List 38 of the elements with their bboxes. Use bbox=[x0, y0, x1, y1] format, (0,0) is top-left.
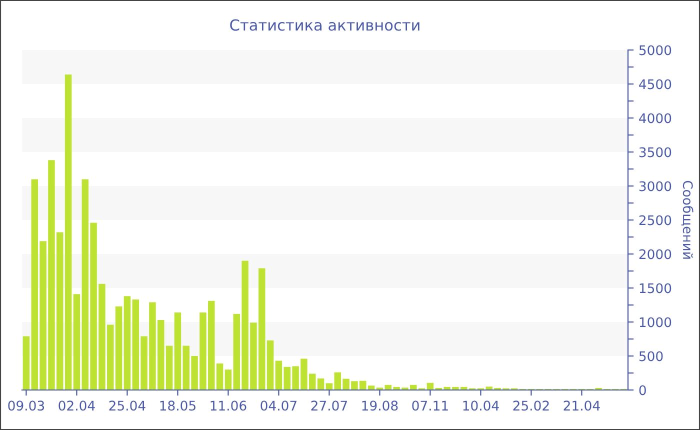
x-tick-label: 07.11 bbox=[412, 400, 448, 411]
y-tick-label: 500 bbox=[639, 351, 663, 362]
bar bbox=[174, 312, 182, 390]
x-tick-label: 21.04 bbox=[564, 400, 600, 411]
x-tick-label: 09.03 bbox=[8, 400, 44, 411]
bar bbox=[64, 74, 72, 390]
bar bbox=[216, 363, 224, 390]
x-tick-label: 04.07 bbox=[260, 400, 296, 411]
chart-title: Статистика активности bbox=[230, 19, 420, 31]
y-tick-label: 3000 bbox=[639, 181, 672, 192]
y-tick-label: 2000 bbox=[639, 249, 672, 260]
x-tick-label: 02.04 bbox=[58, 400, 95, 411]
x-tick-label: 25.04 bbox=[109, 400, 146, 411]
x-tick-label: 10.04 bbox=[463, 400, 499, 411]
x-tick-label: 27.07 bbox=[311, 400, 347, 411]
y-tick-label: 4000 bbox=[639, 113, 672, 124]
x-tick-label: 18.05 bbox=[160, 400, 196, 411]
y-tick-label: 5000 bbox=[639, 45, 672, 56]
bar bbox=[166, 346, 173, 390]
x-tick-label: 25.02 bbox=[513, 400, 549, 411]
bar bbox=[266, 340, 274, 390]
y-tick-label: 1000 bbox=[640, 317, 672, 328]
bar bbox=[22, 336, 30, 390]
bar bbox=[124, 296, 131, 390]
x-tick-label: 19.08 bbox=[362, 400, 398, 411]
bar bbox=[275, 360, 282, 390]
bar bbox=[317, 378, 324, 390]
bar bbox=[73, 294, 80, 390]
y-tick-label: 0 bbox=[639, 385, 646, 396]
bar bbox=[115, 306, 122, 390]
bar bbox=[224, 370, 232, 390]
x-tick-label: 11.06 bbox=[210, 400, 246, 411]
y-tick-label: 4500 bbox=[639, 79, 672, 90]
y-tick-label: 3500 bbox=[639, 147, 672, 158]
y-tick-label: 2500 bbox=[639, 215, 672, 226]
bar bbox=[326, 383, 333, 390]
y-tick-label: 1500 bbox=[640, 283, 672, 294]
y-axis-title: Сообщений bbox=[681, 180, 694, 259]
